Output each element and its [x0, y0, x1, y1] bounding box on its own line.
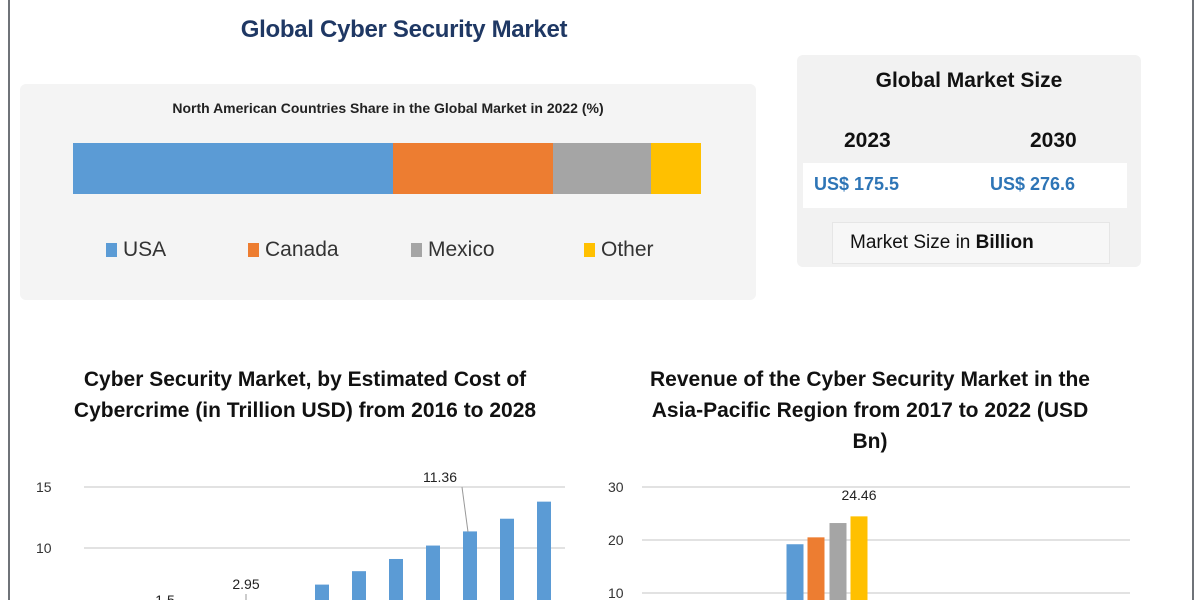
legend-swatch — [106, 243, 117, 257]
y-tick-label: 10 — [608, 585, 624, 600]
legend-swatch — [248, 243, 259, 257]
share-segment-mexico — [553, 143, 651, 194]
legend-item-mexico: Mexico — [411, 238, 495, 262]
market-unit-label: Market Size in Billion — [850, 232, 1034, 254]
bar-2027 — [500, 518, 514, 600]
legend-item-canada: Canada — [248, 238, 339, 262]
global-market-size-panel: Global Market Size 2023 2030 US$ 175.5 U… — [797, 55, 1141, 267]
cybercrime-cost-chart-title: Cyber Security Market, by Estimated Cost… — [73, 368, 537, 422]
data-label: 1.5 — [155, 592, 175, 600]
share-segment-usa — [73, 143, 394, 194]
y-tick-label: 20 — [608, 532, 624, 548]
main-title: Global Cyber Security Market — [240, 16, 568, 43]
value-2030: US$ 276.6 — [990, 174, 1076, 194]
cybercrime-cost-chart: 10 15 1.5 2.95 11.36 — [36, 469, 565, 600]
market-size-title: Global Market Size — [875, 69, 1063, 92]
bar-2028 — [537, 501, 551, 600]
market-unit-box: Market Size in Billion — [832, 222, 1110, 264]
unit-prefix: Market Size in — [850, 232, 976, 253]
data-label: 24.46 — [841, 487, 876, 503]
bar-2 — [829, 523, 847, 600]
legend-label: Mexico — [428, 238, 495, 261]
legend-label: USA — [123, 238, 167, 261]
bar-2024 — [389, 558, 403, 600]
share-segment-other — [650, 143, 701, 194]
data-label: 11.36 — [423, 469, 457, 485]
legend-swatch — [411, 243, 422, 257]
north-america-share-panel: North American Countries Share in the Gl… — [20, 84, 756, 300]
bar-2025 — [426, 545, 440, 600]
data-label: 2.95 — [232, 576, 259, 592]
bar-0 — [786, 544, 804, 600]
year-2023-label: 2023 — [844, 129, 891, 152]
bar-2022 — [315, 584, 329, 600]
legend-item-other: Other — [584, 238, 654, 262]
stacked-share-bar — [73, 143, 701, 194]
legend-item-usa: USA — [106, 238, 166, 262]
frame-border-right — [1192, 0, 1194, 600]
leader-line — [461, 486, 469, 533]
frame-border-left — [8, 0, 10, 600]
share-chart-title: North American Countries Share in the Gl… — [172, 100, 604, 116]
y-tick-label: 15 — [36, 479, 52, 495]
unit-bold: Billion — [975, 232, 1034, 253]
apac-revenue-chart-title: Revenue of the Cyber Security Market in … — [650, 368, 1090, 453]
legend-swatch — [584, 243, 595, 257]
share-legend: USA Canada Mexico Other — [20, 238, 756, 266]
legend-label: Canada — [265, 238, 339, 261]
bar-3 — [850, 516, 868, 600]
legend-label: Other — [601, 238, 654, 261]
bar-2023 — [352, 571, 366, 600]
bar-2026 — [463, 531, 477, 600]
y-tick-label: 30 — [608, 479, 624, 495]
bar-1 — [807, 537, 825, 600]
value-2023: US$ 175.5 — [814, 174, 900, 194]
year-2030-label: 2030 — [1030, 129, 1077, 152]
y-tick-label: 10 — [36, 540, 52, 556]
market-values-row: US$ 175.5 US$ 276.6 — [803, 163, 1127, 208]
share-segment-canada — [393, 143, 554, 194]
